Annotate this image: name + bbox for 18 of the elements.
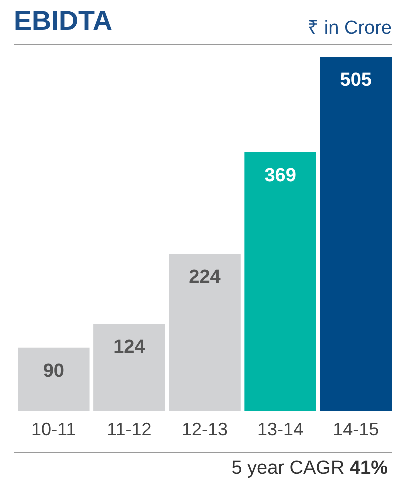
text: 5 year CAGR 41% [232,458,388,480]
bar [244,152,316,411]
x-tick-label: 12-13 [182,420,228,440]
bar [320,57,392,411]
chart-subtitle: ₹ in Crore [308,17,392,40]
bar [169,254,241,411]
data-label: 369 [264,165,296,186]
data-label: 90 [43,360,64,382]
data-label: 224 [189,266,222,288]
bar [94,324,166,411]
data-label: 505 [340,70,372,91]
x-tick-label: 11-12 [107,420,152,440]
x-tick-label: 10-11 [32,420,76,440]
x-tick-label: 13-14 [258,420,304,440]
data-label: 124 [114,337,146,358]
bar [18,348,90,411]
x-tick-label: 14-15 [333,420,380,440]
chart-title: EBIDTA [14,6,112,37]
